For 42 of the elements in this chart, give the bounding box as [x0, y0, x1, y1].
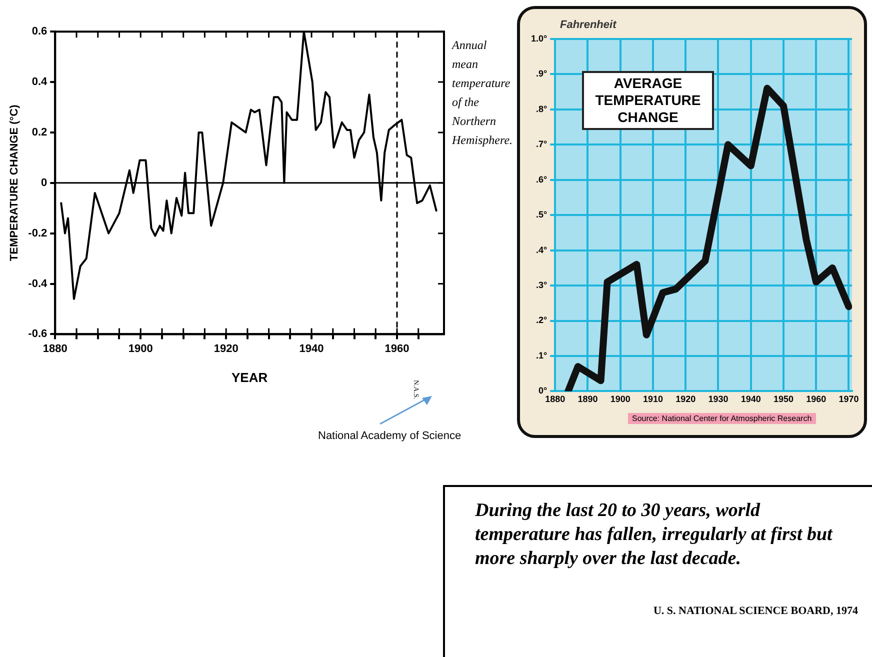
- text: Annual mean temperature of the Northern Hemisphere.: [452, 37, 514, 149]
- x-tick-label: 1920: [214, 342, 238, 355]
- y-axis-title: TEMPERATURE CHANGE (°C): [8, 104, 21, 262]
- y-axis-title: Fahrenheit: [560, 19, 616, 31]
- x-tick-label: 1970: [838, 394, 859, 404]
- text: AVERAGE TEMPERATURE CHANGE: [582, 71, 714, 130]
- y-tick-label: .2°: [536, 315, 548, 326]
- x-tick-label: 1960: [806, 394, 826, 404]
- text: U. S. NATIONAL SCIENCE BOARD, 1974: [653, 605, 858, 617]
- y-tick-label: -0.4: [28, 278, 48, 290]
- x-tick-label: 1930: [708, 394, 728, 404]
- y-tick-label: .3°: [536, 280, 548, 290]
- x-tick-label: 1910: [642, 394, 663, 404]
- y-tick-label: 0.6: [32, 26, 48, 38]
- y-tick-label: .4°: [536, 244, 548, 255]
- source-note: Source: National Center for Atmospheric Research: [628, 413, 816, 424]
- text: During the last 20 to 30 years, world temperature has fallen, irregularly at first but more sharply over the last decade.: [475, 499, 834, 571]
- y-tick-label: .5°: [536, 210, 548, 220]
- y-tick-label: 0.2: [32, 126, 48, 138]
- x-tick-label: 1940: [740, 394, 761, 404]
- y-tick-label: 1.0°: [530, 33, 548, 44]
- x-tick-label: 1900: [610, 394, 630, 404]
- x-tick-label: 1920: [676, 394, 696, 404]
- y-tick-label: .1°: [536, 350, 548, 360]
- x-tick-label: 1880: [545, 394, 566, 404]
- x-tick-label: 1880: [42, 342, 68, 355]
- y-tick-label: .8°: [536, 104, 548, 114]
- y-tick-label: -0.6: [28, 328, 48, 340]
- y-tick-label: -0.2: [28, 227, 48, 240]
- text: National Academy of Science: [318, 430, 462, 442]
- x-tick-label: 1950: [773, 394, 794, 404]
- y-tick-label: .9°: [536, 68, 548, 79]
- y-tick-label: .7°: [536, 139, 548, 150]
- y-tick-label: 0°: [538, 386, 548, 396]
- x-tick-label: 1890: [578, 394, 598, 404]
- x-axis-title: YEAR: [232, 370, 268, 385]
- x-tick-label: 1940: [299, 342, 324, 355]
- y-tick-label: .6°: [536, 174, 548, 184]
- y-tick-label: 0.4: [32, 76, 48, 88]
- x-tick-label: 1960: [384, 342, 410, 355]
- y-tick-label: 0: [41, 176, 48, 189]
- x-tick-label: 1900: [128, 342, 153, 355]
